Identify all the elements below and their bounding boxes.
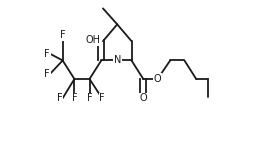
- Text: O: O: [154, 74, 161, 84]
- Text: OH: OH: [85, 35, 100, 45]
- Text: F: F: [71, 93, 77, 103]
- Text: F: F: [87, 93, 92, 103]
- Text: F: F: [60, 30, 66, 40]
- Text: N: N: [114, 55, 121, 66]
- Text: F: F: [99, 93, 105, 103]
- Text: F: F: [57, 93, 63, 103]
- Text: F: F: [44, 69, 50, 79]
- Text: F: F: [44, 49, 50, 59]
- Text: O: O: [140, 93, 147, 103]
